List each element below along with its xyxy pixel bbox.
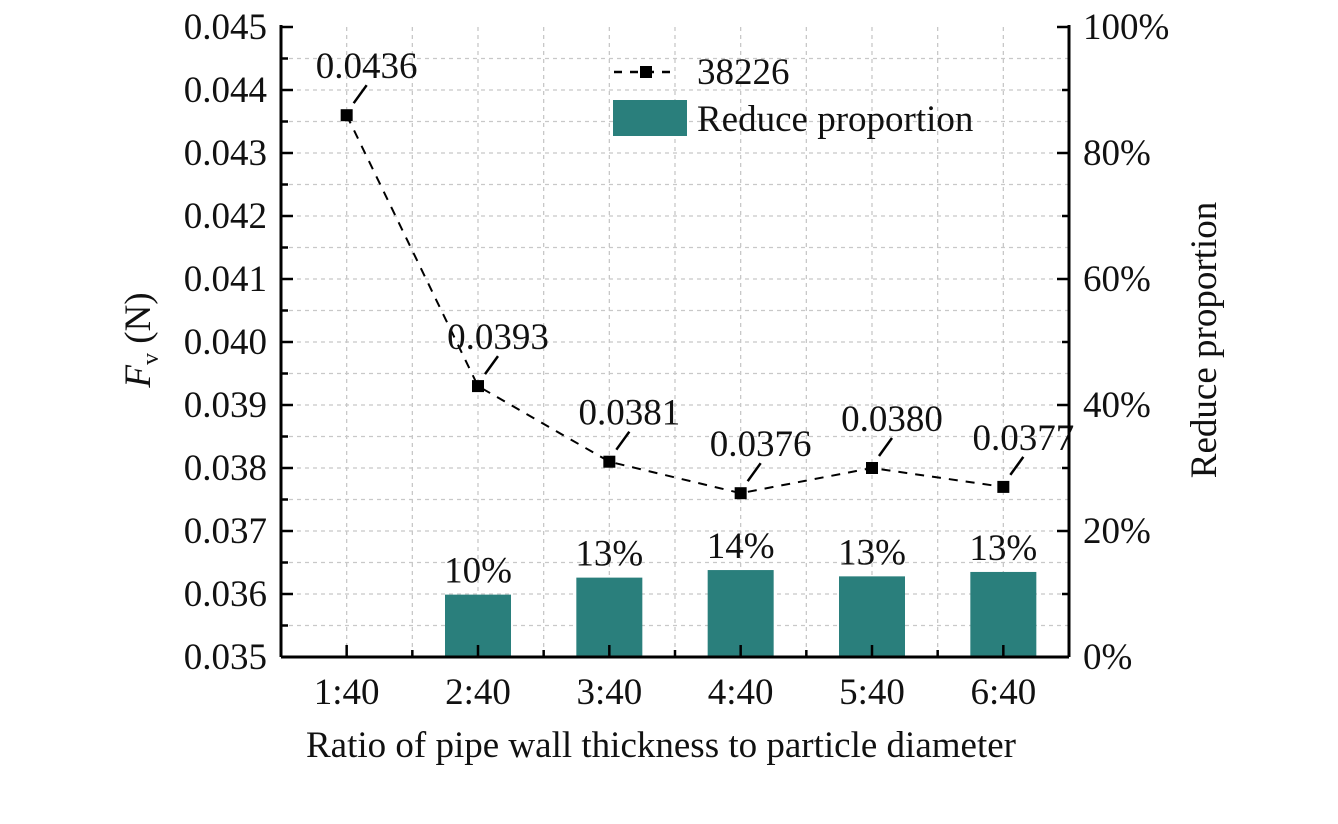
y-tick-label: 0.037 bbox=[184, 511, 267, 552]
bar-label: 13% bbox=[575, 534, 643, 575]
x-axis-label: Ratio of pipe wall thickness to particle… bbox=[306, 725, 1016, 766]
bar-label: 13% bbox=[838, 532, 906, 573]
point-label: 0.0381 bbox=[578, 393, 680, 434]
legend-square-marker bbox=[640, 66, 652, 78]
legend-label-bar: Reduce proportion bbox=[697, 99, 973, 140]
y-tick-label: 0.045 bbox=[184, 7, 267, 48]
point-label: 0.0393 bbox=[447, 317, 549, 358]
bar-label: 10% bbox=[444, 551, 512, 592]
bar-6:40 bbox=[970, 571, 1037, 657]
y2-tick-label: 60% bbox=[1083, 259, 1151, 300]
y-axis-label: Fv (N) bbox=[118, 292, 164, 388]
x-tick-label: 3:40 bbox=[576, 672, 642, 713]
label-leader-line bbox=[615, 430, 631, 451]
bars: 10% 13% 14% 13% 13% bbox=[444, 526, 1037, 657]
y2-tick-label: 40% bbox=[1083, 385, 1151, 426]
data-point-6:40 bbox=[997, 480, 1010, 493]
label-leader-line bbox=[352, 84, 368, 104]
y-tick-label: 0.042 bbox=[184, 196, 267, 237]
point-label: 0.0376 bbox=[710, 424, 812, 465]
y-axis-label-symbol: F bbox=[118, 365, 159, 389]
x-tick-label: 6:40 bbox=[970, 672, 1036, 713]
label-leader-line bbox=[483, 355, 500, 375]
y-axis-label-unit: (N) bbox=[118, 292, 159, 353]
point-label: 0.0380 bbox=[841, 399, 943, 440]
bar-3:40 bbox=[576, 577, 643, 657]
y2-tick-label: 20% bbox=[1083, 511, 1151, 552]
data-point-3:40 bbox=[603, 455, 616, 468]
y-tick-label: 0.043 bbox=[184, 133, 267, 174]
y-tick-label: 0.044 bbox=[184, 70, 267, 111]
bar-5:40 bbox=[839, 576, 905, 657]
label-leader-line bbox=[877, 437, 894, 457]
label-leader-line bbox=[746, 462, 762, 482]
y-tick-label: 0.038 bbox=[184, 448, 267, 489]
grid bbox=[281, 27, 1069, 657]
x-tick-label: 5:40 bbox=[839, 672, 905, 713]
legend-bar-swatch bbox=[613, 100, 687, 136]
y-tick-label: 0.035 bbox=[184, 637, 267, 678]
axes: 0.035 0.036 0.037 0.038 0.039 0.040 0.041 0.042… bbox=[184, 7, 1170, 713]
data-point-5:40 bbox=[866, 462, 878, 474]
legend-label-line: 38226 bbox=[697, 52, 790, 93]
legend: 38226 Reduce proportion bbox=[613, 52, 973, 140]
y-tick-label: 0.041 bbox=[184, 259, 267, 300]
y2-axis-label: Reduce proportion bbox=[1184, 202, 1225, 478]
bar-4:40 bbox=[707, 570, 774, 657]
line-series: 0.0436 0.0393 0.0381 0.0376 0.0380 0.0377 bbox=[316, 46, 1074, 500]
data-point-1:40 bbox=[340, 109, 353, 122]
y-tick-label: 0.040 bbox=[184, 322, 267, 363]
bar-label: 14% bbox=[707, 526, 775, 567]
bar-label: 13% bbox=[969, 528, 1037, 569]
x-tick-label: 2:40 bbox=[445, 672, 511, 713]
point-label: 0.0377 bbox=[972, 418, 1074, 459]
x-tick-label: 1:40 bbox=[314, 672, 380, 713]
y-tick-label: 0.039 bbox=[184, 385, 267, 426]
data-point-2:40 bbox=[472, 380, 484, 393]
y-tick-label: 0.036 bbox=[184, 574, 267, 615]
x-tick-label: 4:40 bbox=[708, 672, 774, 713]
data-point-4:40 bbox=[734, 487, 747, 500]
y2-tick-label: 80% bbox=[1083, 133, 1151, 174]
y2-tick-label: 100% bbox=[1083, 7, 1169, 48]
point-label: 0.0436 bbox=[316, 46, 418, 87]
y-axis-label-subscript: v bbox=[138, 353, 164, 365]
label-leader-line bbox=[1009, 456, 1025, 476]
y2-tick-label: 0% bbox=[1083, 637, 1132, 678]
